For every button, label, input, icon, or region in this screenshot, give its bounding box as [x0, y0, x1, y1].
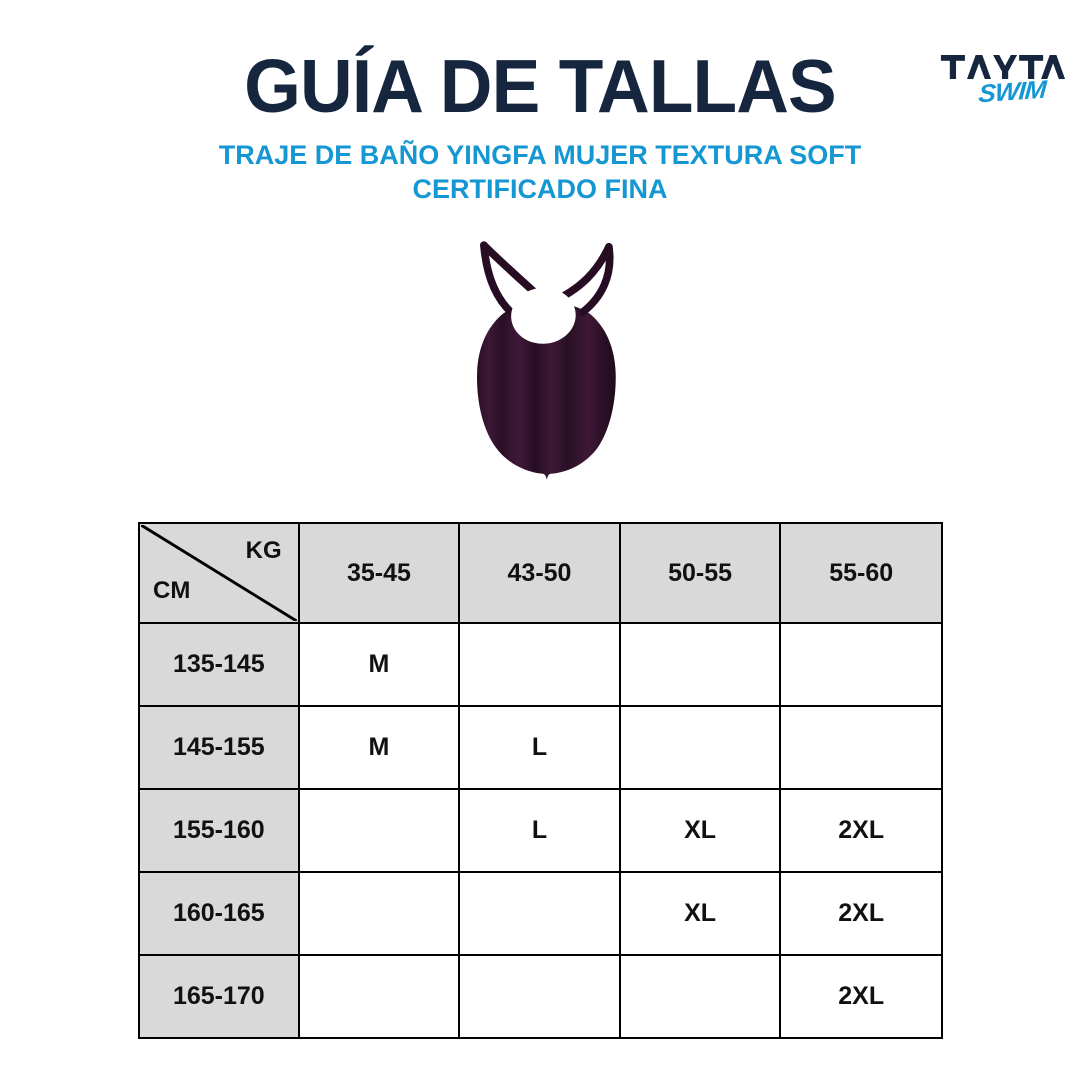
svg-text:YINGFA: YINGFA	[528, 332, 553, 339]
